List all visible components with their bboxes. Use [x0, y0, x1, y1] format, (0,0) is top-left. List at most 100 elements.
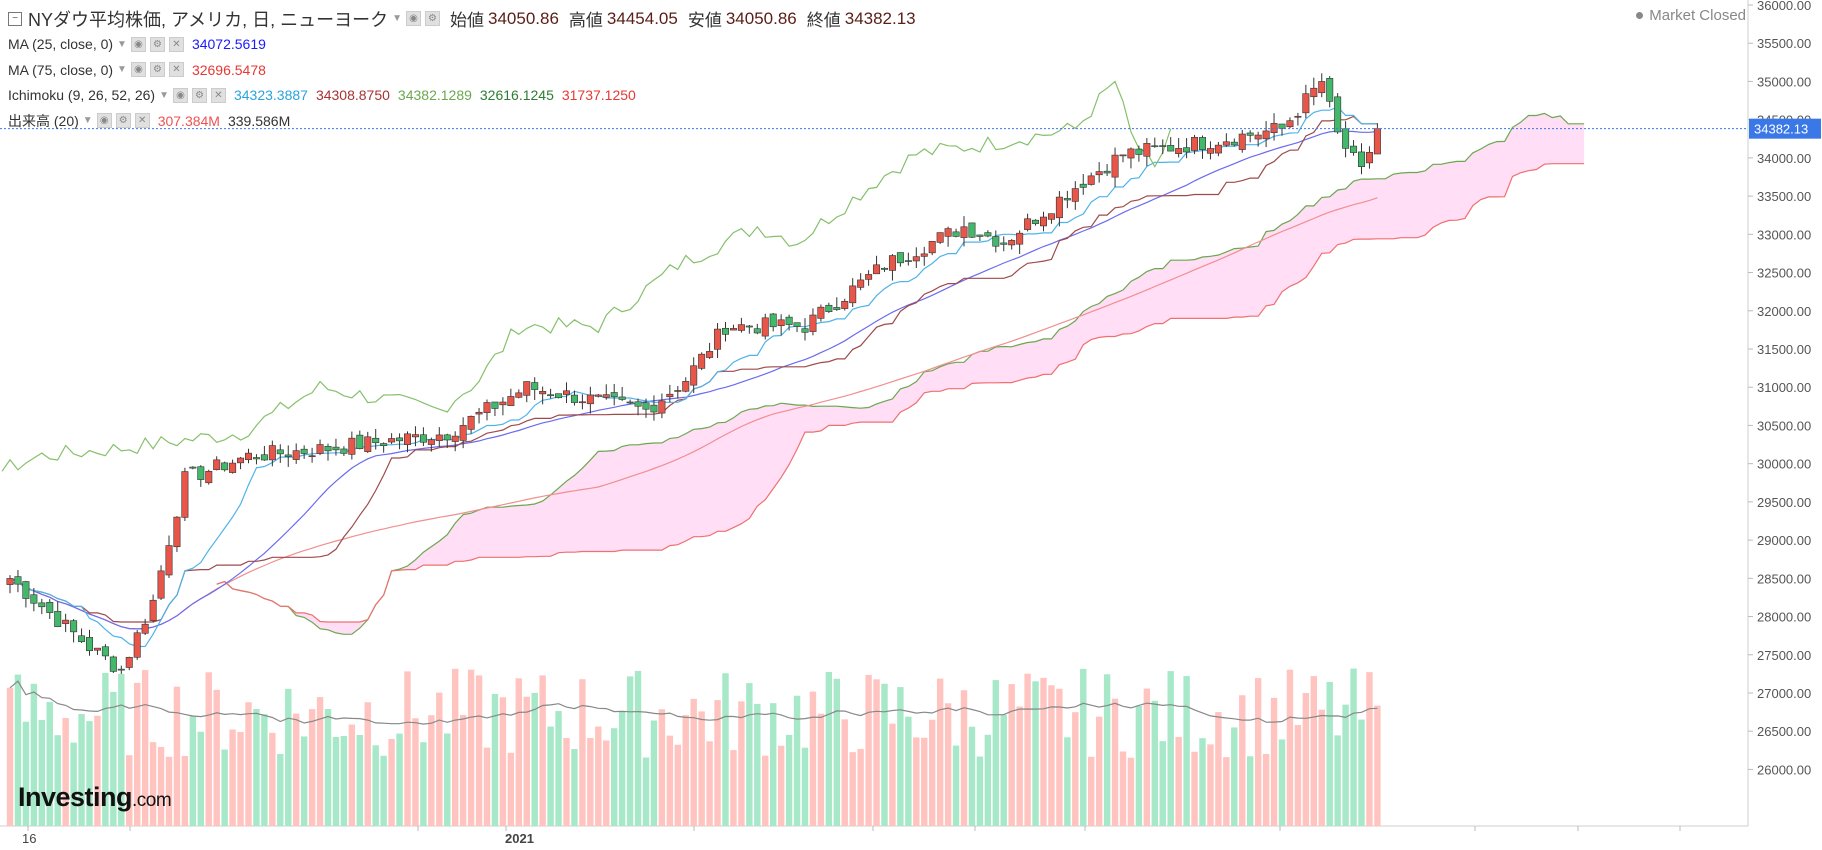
title-row: − NYダウ平均株価, アメリカ, 日, ニューヨーク ▼ ◉ ⚙ 始値 340… — [8, 6, 916, 32]
volume-bar — [54, 735, 61, 826]
candle-body — [586, 394, 594, 405]
volume-bar — [78, 714, 85, 826]
volume-bar — [316, 697, 324, 826]
chevron-down-icon[interactable]: ▼ — [117, 38, 127, 50]
candle-body — [1143, 143, 1151, 157]
high-label: 高値 — [568, 11, 603, 31]
chevron-down-icon[interactable]: ▼ — [117, 64, 127, 76]
volume-bar — [467, 669, 475, 826]
volume-bar — [404, 671, 411, 826]
volume-bar — [1239, 695, 1246, 826]
volume-bar — [960, 690, 968, 826]
close-label: 終値 — [806, 11, 841, 31]
volume-bar — [94, 715, 101, 826]
candle-body — [920, 253, 928, 257]
close-icon[interactable]: ✕ — [168, 62, 184, 78]
volume-bar — [245, 702, 252, 826]
volume-bar — [30, 683, 38, 826]
close-icon[interactable]: ✕ — [134, 113, 150, 129]
candle-body — [547, 394, 555, 397]
candle-body — [364, 436, 372, 452]
gear-icon[interactable]: ⚙ — [115, 113, 131, 129]
volume-bar — [173, 686, 181, 826]
volume-bar — [658, 709, 666, 826]
candle-body — [658, 400, 666, 414]
candle-body — [380, 443, 388, 446]
candle-body — [1159, 145, 1167, 147]
eye-icon[interactable]: ◉ — [130, 36, 146, 52]
collapse-icon[interactable]: − — [8, 11, 22, 26]
y-tick-label: 28000.00 — [1757, 610, 1811, 625]
candle-body — [1302, 93, 1310, 114]
volume-bar — [1278, 739, 1286, 826]
close-icon[interactable]: ✕ — [210, 87, 226, 103]
candle-body — [1135, 148, 1143, 155]
eye-icon[interactable]: ◉ — [406, 11, 422, 27]
volume-bar — [801, 747, 809, 826]
candle-body — [928, 241, 936, 254]
logo-suffix: .com — [132, 790, 172, 811]
candle-body — [443, 434, 451, 441]
candle-body — [992, 236, 1000, 247]
low-value: 34050.86 — [725, 8, 797, 28]
candle-body — [46, 601, 54, 613]
candle-body — [245, 452, 253, 461]
gear-icon[interactable]: ⚙ — [425, 11, 441, 27]
candle-body — [403, 433, 411, 445]
volume-bar — [237, 732, 244, 826]
candle-body — [690, 365, 698, 386]
volume-bar — [1088, 756, 1095, 826]
candle-body — [936, 232, 944, 243]
volume-bar — [1024, 673, 1031, 826]
volume-bar — [261, 714, 268, 826]
volume-bar — [690, 698, 697, 826]
candle-body — [1016, 232, 1024, 245]
candle-body — [308, 455, 316, 458]
candle-body — [1246, 132, 1254, 136]
volume-bar — [293, 713, 300, 826]
candle-body — [411, 434, 419, 438]
volume-bar — [595, 726, 602, 826]
candle-body — [1270, 123, 1278, 134]
volume-bar — [1167, 671, 1174, 826]
chevron-down-icon[interactable]: ▼ — [392, 13, 403, 25]
y-tick-label: 34000.00 — [1757, 151, 1811, 166]
gear-icon[interactable]: ⚙ — [191, 87, 207, 103]
senkou-span-b — [216, 163, 1585, 623]
candle-body — [865, 274, 873, 280]
candle-body — [181, 471, 189, 518]
y-tick-label: 30500.00 — [1757, 418, 1811, 433]
candle-body — [1199, 137, 1207, 150]
volume-ma-line — [9, 680, 1378, 725]
candle-body — [1373, 128, 1381, 155]
status-dot — [1636, 12, 1644, 19]
candle-body — [817, 306, 825, 319]
volume-bar — [777, 745, 785, 826]
eye-icon[interactable]: ◉ — [172, 87, 188, 103]
indicator-value: 34323.3887 — [233, 87, 308, 104]
candle-body — [86, 637, 94, 652]
y-tick-label: 33000.00 — [1757, 227, 1811, 242]
eye-icon[interactable]: ◉ — [130, 62, 146, 78]
volume-bar — [300, 736, 308, 826]
investing-logo: Investing.com — [18, 782, 172, 813]
volume-bar — [14, 674, 22, 826]
candle-body — [1318, 81, 1326, 94]
volume-bar — [754, 703, 761, 826]
eye-icon[interactable]: ◉ — [96, 113, 112, 129]
volume-bar — [913, 737, 920, 826]
volume-bar — [714, 700, 721, 826]
indicator-value: 32696.5478 — [191, 61, 266, 78]
close-icon[interactable]: ✕ — [168, 36, 184, 52]
chevron-down-icon[interactable]: ▼ — [159, 89, 169, 101]
gear-icon[interactable]: ⚙ — [149, 36, 165, 52]
gear-icon[interactable]: ⚙ — [149, 62, 165, 78]
candle-body — [260, 454, 268, 461]
legend: − NYダウ平均株価, アメリカ, 日, ニューヨーク ▼ ◉ ⚙ 始値 340… — [8, 6, 916, 134]
volume-bar — [1127, 757, 1135, 826]
volume-bar — [189, 715, 197, 826]
volume-bar — [1286, 669, 1294, 826]
chevron-down-icon[interactable]: ▼ — [82, 115, 93, 127]
candle-body — [745, 325, 753, 328]
